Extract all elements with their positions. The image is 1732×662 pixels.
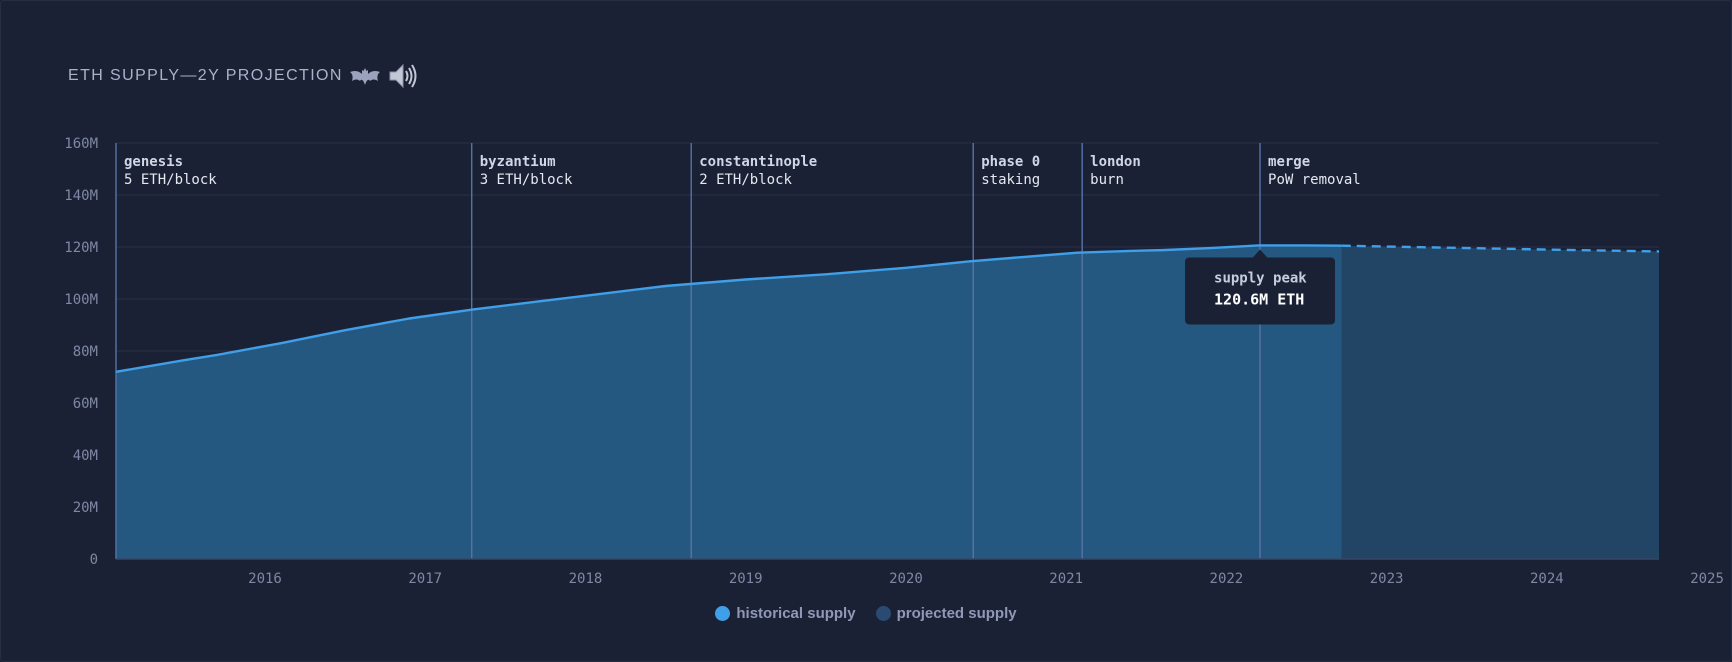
eth-supply-chart: genesis 5 ETH/block byzantium 3 ETH/block co… [64, 136, 1724, 587]
x-tick-label: 2025 [1690, 571, 1724, 587]
event-detail: 3 ETH/block [480, 172, 573, 188]
y-tick-label: 100M [64, 292, 98, 308]
projected-supply-area [1341, 245, 1659, 559]
tooltip-box [1185, 257, 1336, 325]
x-tick-label: 2018 [569, 571, 603, 587]
x-tick-label: 2023 [1370, 571, 1404, 587]
projected-supply-line [1341, 244, 1660, 253]
event-name: byzantium [480, 154, 556, 170]
y-tick-label: 40M [73, 448, 98, 464]
x-tick-label: 2017 [408, 571, 442, 587]
x-tick-label: 2016 [248, 571, 282, 587]
chart-title: ETH SUPPLY—2Y PROJECTION [68, 67, 343, 84]
event-detail: 5 ETH/block [124, 172, 217, 188]
legend-item-projected[interactable]: projected supply [875, 605, 1017, 622]
y-tick-label: 80M [73, 344, 98, 360]
event-name: london [1090, 154, 1141, 170]
x-tick-label: 2020 [889, 571, 923, 587]
y-tick-label: 0 [90, 552, 98, 568]
historical-supply-area [116, 245, 1342, 559]
historical-supply-line [115, 244, 1342, 373]
legend-swatch-projected [875, 606, 891, 621]
y-tick-label: 120M [64, 240, 98, 256]
y-tick-label: 160M [64, 136, 98, 152]
event-name: phase 0 [981, 154, 1040, 170]
tooltip-label: supply peak [1214, 270, 1307, 286]
chart-title-row: ETH SUPPLY—2Y PROJECTION [68, 58, 419, 94]
event-detail: staking [981, 172, 1040, 188]
bat-icon [349, 63, 381, 89]
chart-legend: historical supply projected supply [0, 605, 1732, 622]
event-name: merge [1268, 154, 1310, 170]
event-detail: PoW removal [1268, 172, 1361, 188]
legend-item-historical[interactable]: historical supply [715, 605, 856, 622]
legend-label-historical: historical supply [736, 605, 856, 622]
speaker-icon [387, 61, 419, 91]
tooltip-pointer [1252, 249, 1269, 259]
event-detail: 2 ETH/block [699, 172, 792, 188]
event-detail: burn [1090, 172, 1124, 188]
y-tick-label: 140M [64, 188, 98, 204]
legend-swatch-historical [715, 606, 731, 621]
x-tick-label: 2022 [1210, 571, 1244, 587]
x-tick-label: 2021 [1049, 571, 1083, 587]
legend-label-projected: projected supply [896, 605, 1017, 622]
event-name: constantinople [699, 154, 817, 170]
y-tick-label: 20M [73, 500, 98, 516]
x-tick-label: 2019 [729, 571, 763, 587]
tooltip-value: 120.6M ETH [1214, 290, 1304, 308]
event-name: genesis [124, 154, 183, 170]
x-tick-label: 2024 [1530, 571, 1564, 587]
y-tick-label: 60M [73, 396, 98, 412]
